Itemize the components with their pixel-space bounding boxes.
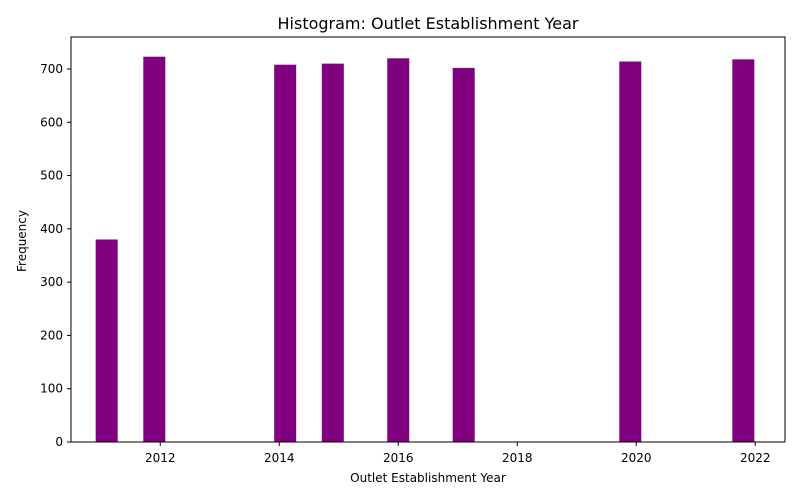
y-tick-label: 500 (40, 169, 63, 183)
x-tick-label: 2014 (264, 451, 295, 465)
bars-group (95, 56, 755, 443)
histogram-bar (732, 59, 755, 442)
y-tick-label: 300 (40, 275, 63, 289)
x-axis-ticks: 2012 2014 2016 2018 2020 2022 (145, 442, 771, 465)
histogram-bar (387, 58, 410, 442)
x-axis-label: Outlet Establishment Year (350, 471, 506, 485)
chart-title: Histogram: Outlet Establishment Year (278, 14, 579, 33)
histogram-bar (321, 63, 344, 442)
histogram-bar (274, 64, 297, 443)
histogram-bar (143, 56, 166, 443)
histogram-bar (95, 239, 118, 442)
plot-frame (70, 36, 786, 443)
x-tick-label: 2016 (383, 451, 414, 465)
y-axis-ticks: 0 100 200 300 400 500 600 700 (40, 62, 71, 449)
y-axis-label: Frequency (15, 210, 29, 272)
y-tick-label: 700 (40, 62, 63, 76)
histogram-bar (452, 67, 475, 442)
x-tick-label: 2012 (145, 451, 176, 465)
y-tick-label: 0 (55, 435, 63, 449)
y-tick-label: 600 (40, 115, 63, 129)
x-tick-label: 2022 (740, 451, 771, 465)
y-tick-label: 400 (40, 222, 63, 236)
y-tick-label: 100 (40, 382, 63, 396)
x-tick-label: 2020 (621, 451, 652, 465)
x-tick-label: 2018 (502, 451, 533, 465)
histogram-bar (619, 61, 642, 443)
y-tick-label: 200 (40, 328, 63, 342)
